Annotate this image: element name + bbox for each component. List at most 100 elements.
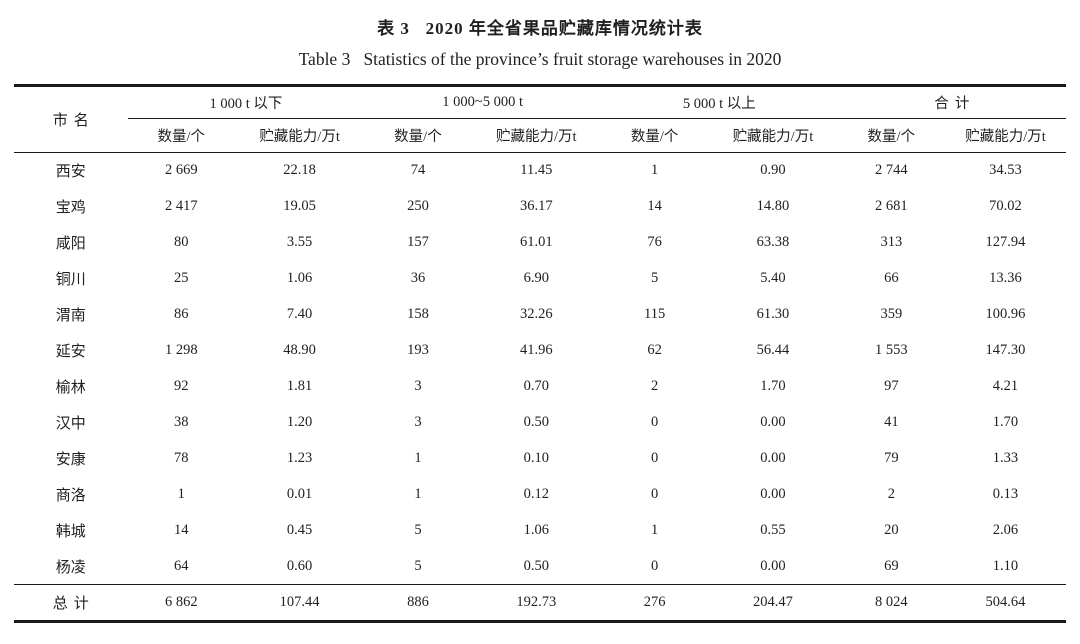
table-cell: 14.80 (756, 198, 790, 214)
table-cell: 158 (407, 306, 429, 322)
table-cell: 127.94 (985, 234, 1026, 250)
table-cell: 97 (884, 378, 899, 394)
table-cell: 14 (174, 522, 189, 538)
column-group-under-1000t: 1 000 t 以下 (127, 85, 365, 119)
table-cell: 1 553 (875, 342, 908, 358)
table-cell: 5.40 (760, 270, 786, 286)
table-cell: 2 744 (875, 162, 908, 179)
table-cell: 1.81 (286, 378, 313, 394)
table-cell: 22.18 (283, 162, 316, 179)
table-cell: 8 024 (837, 584, 945, 622)
city-name: 商洛 (55, 488, 86, 504)
table-cell: 5 (414, 557, 422, 574)
table-cell: 36.17 (519, 198, 553, 214)
city-name: 杨凌 (55, 559, 86, 576)
city-name: 榆林 (55, 380, 86, 396)
table-cell: 0 (651, 486, 659, 502)
table-cell: 0.00 (760, 486, 786, 502)
table-cell: 78 (174, 450, 189, 466)
table-cell: 313 (880, 234, 903, 250)
table-cell: 1.20 (286, 414, 313, 430)
table-cell: 63.38 (756, 234, 790, 250)
table-cell: 14 (647, 198, 662, 214)
city-name: 韩城 (55, 524, 86, 540)
city-name: 渭南 (55, 308, 86, 324)
table-row: 商洛 1 0.01 1 0.12 0 0.00 2 0.13 (14, 477, 1066, 513)
subheader-count: 数量/个 (364, 118, 472, 153)
table-cell: 0.01 (286, 486, 313, 502)
table-cell: 359 (880, 306, 903, 322)
table-cell: 13.36 (989, 270, 1022, 286)
subheader-capacity: 贮藏能力/万t (708, 118, 838, 153)
table-cell: 74 (410, 162, 426, 179)
column-group-1000-to-5000t: 1 000~5 000 t (364, 85, 601, 119)
table-cell: 115 (644, 306, 666, 322)
table-header: 市名 1 000 t 以下 1 000~5 000 t 5 000 t 以上 合… (14, 85, 1066, 153)
table-cell: 0.00 (760, 450, 786, 466)
table-cell: 61.01 (519, 234, 553, 250)
table-cell: 2 669 (164, 162, 198, 179)
table-cell: 1.10 (992, 557, 1019, 574)
table-cell: 1.33 (992, 450, 1019, 466)
column-group-over-5000t: 5 000 t 以上 (600, 85, 838, 119)
table-cell: 70.02 (989, 198, 1022, 214)
table-cell: 92 (174, 378, 189, 394)
table-cell: 1.70 (760, 378, 786, 394)
table-cell: 1 (651, 522, 659, 538)
table-cell: 2 681 (875, 198, 908, 214)
table-cell: 64 (174, 557, 189, 574)
table-row: 铜川 25 1.06 36 6.90 5 5.40 66 13.36 (14, 261, 1066, 297)
city-name: 咸阳 (55, 236, 86, 252)
table-cell: 6 862 (127, 584, 235, 622)
table-cell: 193 (407, 342, 429, 358)
table-row: 咸阳 80 3.55 157 61.01 76 63.38 313 127.94 (14, 225, 1066, 261)
table-cell: 192.73 (471, 584, 601, 622)
subheader-count: 数量/个 (127, 118, 235, 153)
subheader-row: 数量/个 贮藏能力/万t 数量/个 贮藏能力/万t 数量/个 贮藏能力/万t 数量/个 贮藏能… (14, 118, 1066, 153)
table-cell: 41.96 (519, 342, 553, 358)
page: 表 3 2020 年全省果品贮藏库情况统计表 Table 3 Statistic… (14, 0, 1066, 623)
table-cell: 0.50 (523, 414, 549, 430)
table-cell: 86 (174, 306, 189, 322)
table-cell: 1 (651, 162, 659, 179)
total-row: 总计 6 862 107.44 886 192.73 276 204.47 8 024 504.… (14, 584, 1066, 622)
fruit-storage-statistics-table: 市名 1 000 t 以下 1 000~5 000 t 5 000 t 以上 合… (14, 84, 1066, 623)
table-cell: 3.55 (286, 234, 313, 250)
table-cell: 250 (407, 198, 429, 214)
table-cell: 79 (884, 450, 899, 466)
table-cell: 0.55 (760, 522, 786, 538)
table-cell: 1.23 (286, 450, 313, 466)
table-cell: 32.26 (519, 306, 553, 322)
table-row: 汉中 38 1.20 3 0.50 0 0.00 41 1.70 (14, 405, 1066, 441)
city-name: 铜川 (55, 272, 86, 288)
table-cell: 0.90 (760, 162, 786, 179)
table-row: 西安 2 669 22.18 74 11.45 1 0.90 2 744 34.53 (14, 153, 1066, 189)
group-header-row: 市名 1 000 t 以下 1 000~5 000 t 5 000 t 以上 合… (14, 85, 1066, 153)
table-cell: 2 (651, 378, 659, 394)
table-cell: 0 (651, 557, 659, 574)
table-cell: 107.44 (234, 584, 365, 622)
city-name: 汉中 (55, 416, 86, 432)
table-cell: 0.50 (523, 557, 549, 574)
subheader-count: 数量/个 (600, 118, 709, 153)
table-row: 安康 78 1.23 1 0.10 0 0.00 79 1.33 (14, 441, 1066, 477)
table-cell: 61.30 (756, 306, 790, 322)
table-title-en: Table 3 Statistics of the province’s fru… (298, 49, 782, 69)
table-cell: 886 (364, 584, 472, 622)
subheader-capacity: 贮藏能力/万t (471, 118, 601, 153)
table-cell: 3 (414, 414, 422, 430)
table-cell: 80 (174, 234, 189, 250)
subheader-capacity: 贮藏能力/万t (944, 118, 1066, 153)
table-cell: 1.06 (523, 522, 549, 538)
table-cell: 100.96 (985, 306, 1026, 322)
table-row: 榆林 92 1.81 3 0.70 2 1.70 97 4.21 (14, 369, 1066, 405)
table-cell: 1.70 (992, 414, 1019, 430)
subheader-count: 数量/个 (837, 118, 945, 153)
subheader-capacity: 贮藏能力/万t (234, 118, 365, 153)
table-row: 宝鸡 2 417 19.05 250 36.17 14 14.80 2 681 70.02 (14, 189, 1066, 225)
table-cell: 0 (651, 414, 659, 430)
table-cell: 0.45 (286, 522, 313, 538)
table-cell: 0.10 (523, 450, 549, 466)
city-name: 延安 (55, 344, 86, 360)
table-cell: 36 (410, 270, 426, 286)
